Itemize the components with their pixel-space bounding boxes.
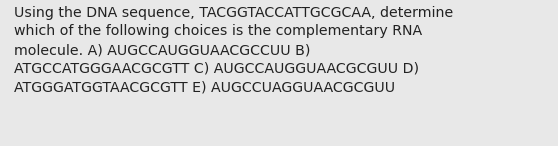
Text: Using the DNA sequence, TACGGTACCATTGCGCAA, determine
which of the following cho: Using the DNA sequence, TACGGTACCATTGCGC… (14, 6, 453, 94)
